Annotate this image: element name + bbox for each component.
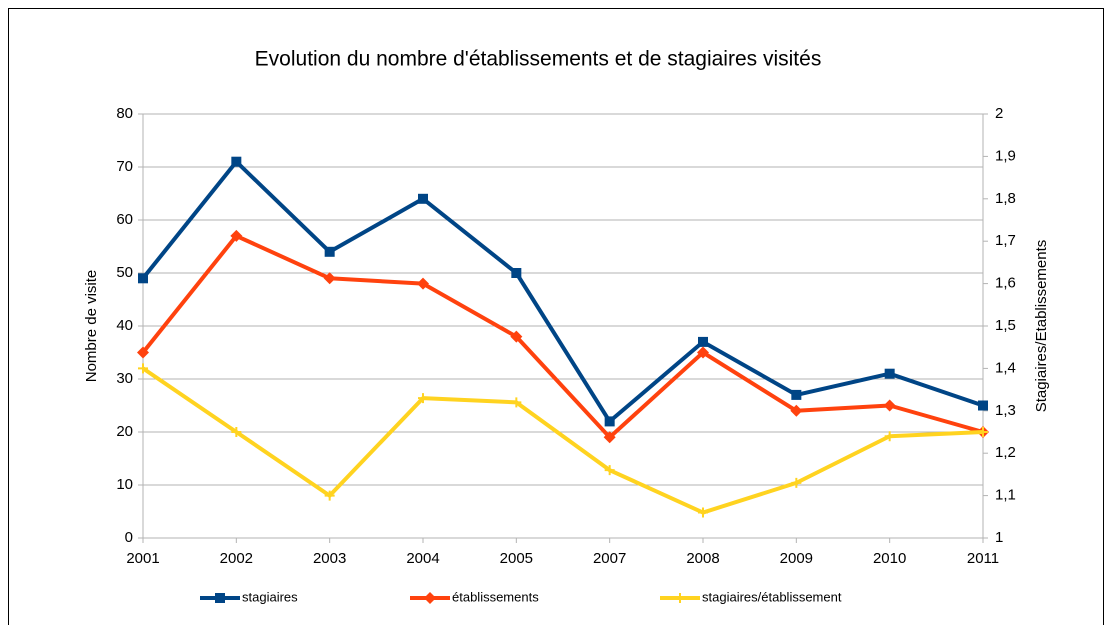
series-line xyxy=(141,159,984,424)
data-point xyxy=(604,416,615,427)
data-point xyxy=(978,400,988,411)
data-point xyxy=(884,431,895,442)
y-tick-label: 60 xyxy=(116,211,133,228)
data-point xyxy=(603,431,616,444)
x-tick-label: 2009 xyxy=(780,550,813,567)
data-point xyxy=(417,277,429,290)
y-tick-label: 10 xyxy=(116,476,133,493)
x-tick-label: 2001 xyxy=(126,550,159,567)
x-tick-label: 2011 xyxy=(967,550,999,567)
legend-marker xyxy=(215,593,225,603)
x-tick-label: 2007 xyxy=(593,550,626,567)
chart-title: Evolution du nombre d'établissements et … xyxy=(255,48,822,71)
x-tick-label: 2005 xyxy=(500,550,533,567)
data-point xyxy=(697,346,709,359)
y2-tick-label: 1,3 xyxy=(995,402,1016,419)
plot-area xyxy=(142,113,984,539)
y-tick-label: 0 xyxy=(125,529,133,546)
data-point xyxy=(884,368,895,379)
frame xyxy=(8,8,1104,625)
y-tick-label: 80 xyxy=(116,105,133,122)
data-point xyxy=(418,393,428,404)
series-line xyxy=(141,233,984,440)
x-tick-label: 2004 xyxy=(406,550,439,567)
y-tick-label: 40 xyxy=(116,317,133,334)
data-point xyxy=(791,389,802,400)
y-tick-label: 50 xyxy=(116,264,133,281)
data-point xyxy=(230,229,243,242)
data-point xyxy=(323,272,336,285)
data-point xyxy=(418,193,428,204)
data-point xyxy=(324,246,335,257)
data-point xyxy=(791,477,802,488)
data-point xyxy=(138,363,148,374)
data-point xyxy=(790,404,803,417)
data-point xyxy=(231,156,242,167)
x-tick-label: 2003 xyxy=(313,550,346,567)
data-point xyxy=(698,336,708,347)
legend-marker xyxy=(424,592,436,604)
data-point xyxy=(978,427,988,437)
y2-tick-label: 1,8 xyxy=(995,190,1016,207)
data-point xyxy=(137,346,149,359)
y2-tick-label: 1,4 xyxy=(995,359,1016,376)
data-point xyxy=(231,427,242,437)
x-tick-label: 2008 xyxy=(686,550,719,567)
legend-label: stagiaires xyxy=(242,589,298,604)
y2-tick-label: 1,7 xyxy=(995,232,1016,249)
series-line xyxy=(141,366,984,515)
y2-tick-label: 1,2 xyxy=(995,444,1016,461)
y2-tick-label: 1 xyxy=(995,529,1003,546)
y2-tick-label: 2 xyxy=(995,105,1003,122)
y2-tick-label: 1,6 xyxy=(995,275,1016,292)
data-point xyxy=(698,507,708,518)
y-tick-label: 20 xyxy=(116,423,133,440)
y-axis-label: Nombre de visite xyxy=(83,270,100,383)
y-tick-label: 70 xyxy=(116,158,133,175)
data-point xyxy=(511,397,522,408)
x-tick-label: 2002 xyxy=(220,550,253,567)
y-tick-label: 30 xyxy=(116,370,133,387)
data-point xyxy=(604,465,615,476)
legend-marker xyxy=(675,593,685,603)
legend-label: établissements xyxy=(452,589,539,604)
y2-tick-label: 1,9 xyxy=(995,147,1016,164)
data-point xyxy=(138,273,148,284)
legend-label: stagiaires/établissement xyxy=(702,589,842,604)
y2-tick-label: 1,5 xyxy=(995,317,1016,334)
data-point xyxy=(510,330,523,343)
y2-axis-label: Stagiaires/Etablissements xyxy=(1033,240,1050,413)
x-tick-label: 2010 xyxy=(873,550,906,567)
data-point xyxy=(324,490,335,501)
data-point xyxy=(883,399,896,412)
data-point xyxy=(511,268,522,278)
y2-tick-label: 1,1 xyxy=(995,487,1016,504)
